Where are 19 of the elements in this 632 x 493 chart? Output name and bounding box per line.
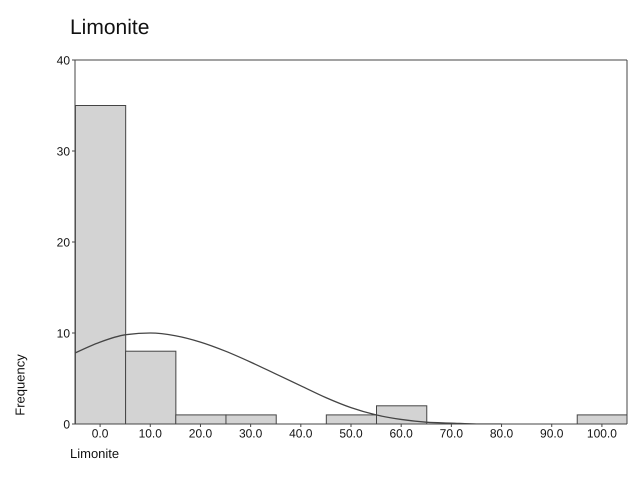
- x-tick-label: 50.0: [339, 426, 363, 441]
- x-tick-label: 0.0: [92, 426, 109, 441]
- x-tick-label: 60.0: [390, 426, 414, 441]
- y-tick-label: 40: [56, 53, 70, 68]
- x-axis-title: Limonite: [70, 446, 120, 461]
- y-tick-label: 20: [56, 235, 70, 250]
- x-tick-label: 70.0: [440, 426, 464, 441]
- y-tick-label: 10: [56, 326, 70, 340]
- x-tick-label: 90.0: [540, 426, 564, 441]
- x-tick-label: 40.0: [289, 426, 313, 441]
- y-tick-label: 0: [63, 417, 70, 432]
- chart-title: Limonite: [70, 16, 150, 40]
- y-axis-title: Frequency: [12, 354, 28, 416]
- x-tick-label: 20.0: [188, 426, 212, 441]
- x-tick-label: 30.0: [238, 426, 263, 441]
- x-tick-label: 100.0: [586, 426, 618, 441]
- x-tick-label: 80.0: [490, 426, 514, 441]
- x-tick-label: 10.0: [138, 426, 162, 441]
- y-tick-label: 30: [56, 144, 70, 158]
